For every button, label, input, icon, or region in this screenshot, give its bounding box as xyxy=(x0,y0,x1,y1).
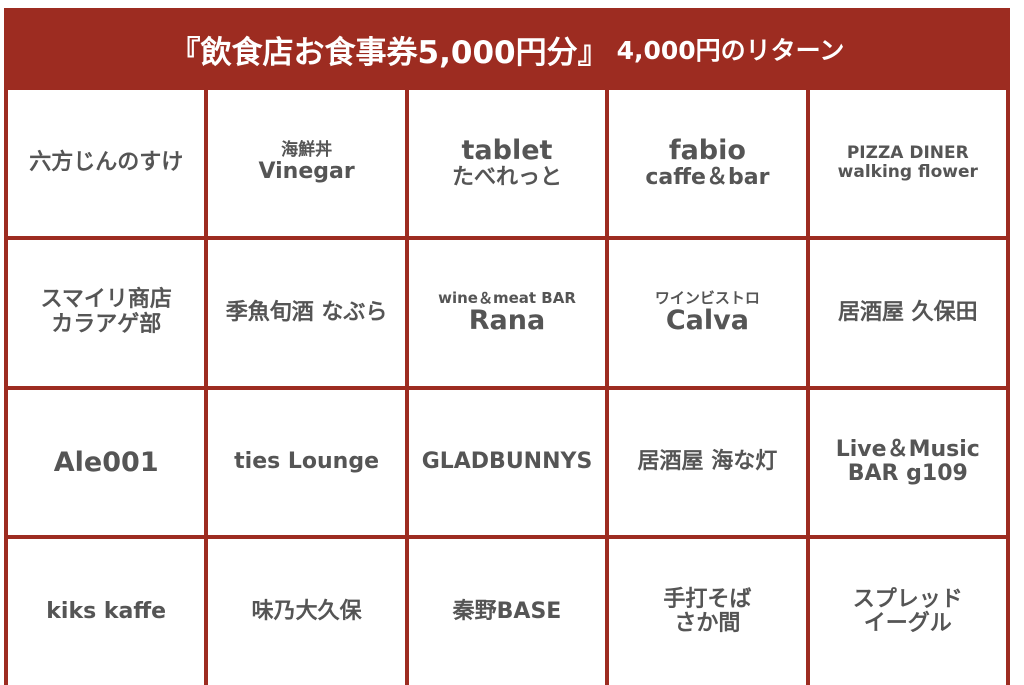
shop-cell: 居酒屋 久保田 xyxy=(809,239,1006,386)
page-title: 『飲食店お食事券5,000円分』 4,000円のリターン xyxy=(4,8,1010,90)
shop-cell: Ale001 xyxy=(8,389,205,536)
shop-name-line: 季魚旬酒 なぶら xyxy=(225,299,388,325)
shop-name-line: Live＆Music xyxy=(835,437,980,463)
shop-name-line: カラアゲ部 xyxy=(51,311,162,337)
shop-name-line: ワインビストロ xyxy=(654,288,760,307)
shop-name-line: 居酒屋 久保田 xyxy=(837,299,978,325)
shop-cell: 居酒屋 海な灯 xyxy=(609,389,806,536)
shop-cell: ties Lounge xyxy=(208,389,405,536)
shop-name-line: kiks kaffe xyxy=(46,599,167,625)
shop-name-line: 秦野BASE xyxy=(452,599,562,625)
shop-name-line: PIZZA DINER xyxy=(846,143,969,164)
shop-cell: Live＆Music BAR g109 xyxy=(809,389,1006,536)
title-sub: 4,000円のリターン xyxy=(616,36,845,65)
shop-name-line: 六方じんのすけ xyxy=(29,149,184,175)
shop-cell: GLADBUNNYS xyxy=(408,389,606,536)
shop-name-line: Vinegar xyxy=(258,159,355,185)
shop-name-line: イーグル xyxy=(863,611,952,637)
shop-cell: 季魚旬酒 なぶら xyxy=(208,239,405,386)
shop-name-line: スマイリ商店 xyxy=(40,287,172,313)
shop-name-line: walking flower xyxy=(837,161,978,182)
shop-name-line: GLADBUNNYS xyxy=(421,449,593,475)
shop-name-line: 海鮮丼 xyxy=(281,140,333,161)
shop-name-line: スプレッド xyxy=(852,586,963,612)
shop-name-line: wine＆meat BAR xyxy=(438,288,576,307)
shop-cell: fabio caffe＆bar xyxy=(609,90,806,236)
shop-name-line: caffe＆bar xyxy=(645,164,770,190)
shop-name-line: BAR g109 xyxy=(847,461,968,487)
title-main: 『飲食店お食事券5,000円分』 xyxy=(169,34,609,71)
shop-cell: wine＆meat BAR Rana xyxy=(408,239,606,386)
shop-name-line: 手打そば xyxy=(663,586,752,612)
shop-cell: PIZZA DINER walking flower xyxy=(809,90,1006,236)
voucher-panel: 『飲食店お食事券5,000円分』 4,000円のリターン 六方じんのすけ 海鮮丼 V… xyxy=(4,8,1010,685)
shop-cell: ワインビストロ Calva xyxy=(609,239,806,386)
shop-cell: スプレッド イーグル xyxy=(809,539,1006,685)
shop-name-line: tablet xyxy=(461,134,553,166)
shop-cell: 海鮮丼 Vinegar xyxy=(208,90,405,236)
shop-cell: 手打そば さか間 xyxy=(609,539,806,685)
shop-name-line: 味乃大久保 xyxy=(251,599,362,625)
shop-name-line: Calva xyxy=(665,305,749,337)
shop-name-line: fabio xyxy=(668,134,746,166)
shop-cell: tablet たべれっと xyxy=(408,90,606,236)
shop-name-line: 居酒屋 海な灯 xyxy=(637,449,778,475)
shop-cell: 秦野BASE xyxy=(408,539,606,685)
shop-name-line: Ale001 xyxy=(53,446,159,478)
shop-name-line: さか間 xyxy=(674,611,741,637)
shop-cell: 六方じんのすけ xyxy=(8,90,205,236)
shop-grid: 六方じんのすけ 海鮮丼 Vinegar tablet たべれっと fabio caffe＆b… xyxy=(8,90,1006,685)
shop-name-line: Rana xyxy=(468,305,546,337)
shop-cell: 味乃大久保 xyxy=(208,539,405,685)
shop-cell: スマイリ商店 カラアゲ部 xyxy=(8,239,205,386)
shop-cell: kiks kaffe xyxy=(8,539,205,685)
shop-name-line: たべれっと xyxy=(451,164,562,190)
shop-name-line: ties Lounge xyxy=(234,449,380,475)
